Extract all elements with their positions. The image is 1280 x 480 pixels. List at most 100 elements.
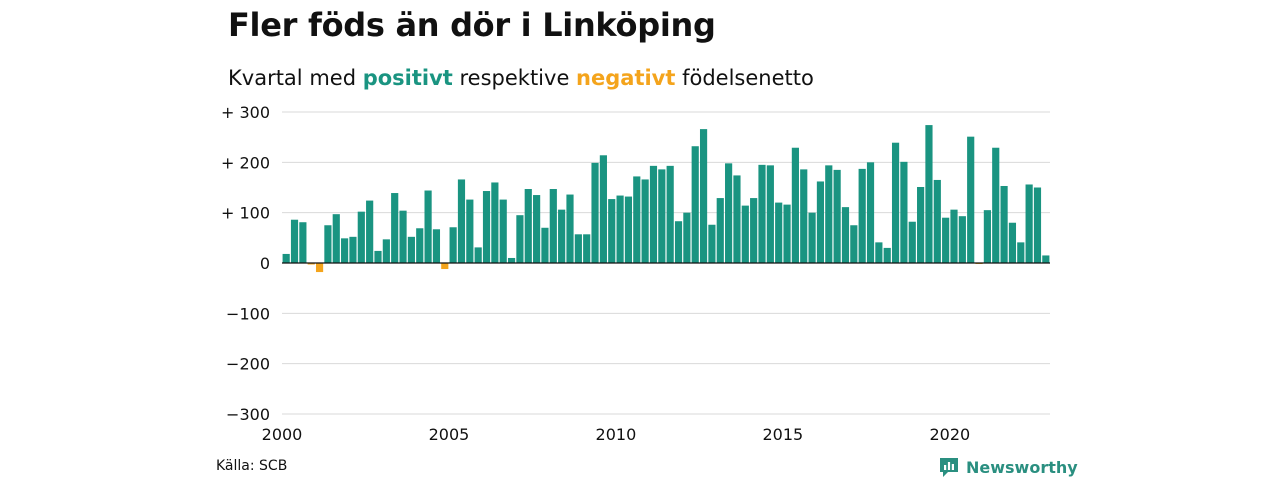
bar xyxy=(583,234,591,263)
bar xyxy=(775,202,783,263)
bar xyxy=(391,193,399,263)
subtitle-negative-label: negativt xyxy=(576,66,676,90)
bar xyxy=(341,238,349,263)
subtitle-prefix: Kvartal med xyxy=(228,66,363,90)
y-tick-labels: + 300 + 200 + 100 0 −100 −200 −300 xyxy=(221,103,270,424)
bar xyxy=(816,181,825,263)
bar xyxy=(1042,255,1050,263)
bar xyxy=(958,216,966,263)
bar xyxy=(307,263,315,265)
bar xyxy=(841,207,850,263)
subtitle-suffix: födelsenetto xyxy=(675,66,814,90)
bar xyxy=(1033,187,1042,263)
bar xyxy=(850,225,858,263)
bar xyxy=(691,146,699,263)
bar xyxy=(441,263,449,270)
bar xyxy=(449,227,457,263)
bar xyxy=(407,236,415,263)
x-tick-label: 2010 xyxy=(596,425,637,444)
bar xyxy=(599,155,607,263)
bar xyxy=(399,210,407,263)
y-tick-label: + 300 xyxy=(221,103,270,122)
bar xyxy=(524,189,532,263)
x-tick-label: 2005 xyxy=(429,425,470,444)
y-tick-label: −100 xyxy=(226,304,270,323)
bar xyxy=(366,200,374,263)
bar xyxy=(624,196,633,263)
x-tick-label: 2015 xyxy=(763,425,804,444)
x-tick-label: 2000 xyxy=(262,425,303,444)
bar xyxy=(299,222,307,263)
bar xyxy=(967,136,975,263)
grid-lines xyxy=(282,111,1050,415)
bar xyxy=(716,198,724,263)
bar xyxy=(883,247,891,263)
bar xyxy=(633,176,641,263)
bar xyxy=(457,179,466,263)
bar xyxy=(474,247,482,263)
bar xyxy=(482,191,491,263)
bar xyxy=(699,129,708,263)
bar xyxy=(908,221,916,263)
y-tick-label: 0 xyxy=(260,254,270,273)
bar xyxy=(1000,185,1008,263)
bar xyxy=(608,199,616,263)
bar xyxy=(1017,242,1025,263)
bar xyxy=(499,199,507,263)
bar xyxy=(925,125,933,263)
bar xyxy=(332,214,340,263)
bar xyxy=(516,215,524,263)
bar xyxy=(658,169,666,263)
bar xyxy=(900,161,908,263)
bar xyxy=(424,190,432,263)
bar xyxy=(432,229,441,263)
bar xyxy=(491,182,499,263)
bar xyxy=(641,179,649,263)
bar xyxy=(374,250,382,263)
bar xyxy=(466,199,474,263)
brand-name: Newsworthy xyxy=(966,457,1078,477)
bar xyxy=(833,169,841,263)
bar xyxy=(992,147,1000,263)
bar xyxy=(783,204,791,263)
bar xyxy=(866,162,875,263)
bar xyxy=(616,195,624,263)
bar xyxy=(741,205,749,263)
bar xyxy=(983,210,991,263)
bar xyxy=(875,242,883,263)
subtitle-middle: respektive xyxy=(452,66,577,90)
brand: Newsworthy xyxy=(938,456,1078,478)
bar xyxy=(891,142,900,263)
y-tick-label: −200 xyxy=(226,355,270,374)
bar xyxy=(758,164,766,263)
bar xyxy=(725,163,733,263)
bar xyxy=(416,228,424,263)
bar xyxy=(533,195,541,263)
bar xyxy=(825,165,833,263)
bar xyxy=(315,263,324,273)
y-tick-label: −300 xyxy=(226,405,270,424)
bar xyxy=(666,165,674,263)
subtitle-positive-label: positivt xyxy=(362,66,453,90)
bar xyxy=(942,217,950,263)
bar xyxy=(290,219,299,263)
bar xyxy=(649,165,658,263)
bar xyxy=(574,234,582,263)
bar xyxy=(1008,222,1017,263)
bar xyxy=(357,211,365,263)
bar xyxy=(549,189,557,263)
bar xyxy=(766,165,774,263)
bar xyxy=(507,257,516,263)
y-tick-label: + 200 xyxy=(221,153,270,172)
bar xyxy=(558,209,566,263)
chart-title: Fler föds än dör i Linköping xyxy=(228,6,716,44)
bar xyxy=(917,186,925,263)
bar xyxy=(791,147,799,263)
bar xyxy=(933,179,941,263)
bar xyxy=(324,225,332,263)
x-tick-labels: 2000 2005 2010 2015 2020 xyxy=(262,425,971,444)
bar xyxy=(950,209,958,263)
bar xyxy=(382,239,390,263)
chart-subtitle: Kvartal med positivt respektive negativt… xyxy=(228,66,814,90)
